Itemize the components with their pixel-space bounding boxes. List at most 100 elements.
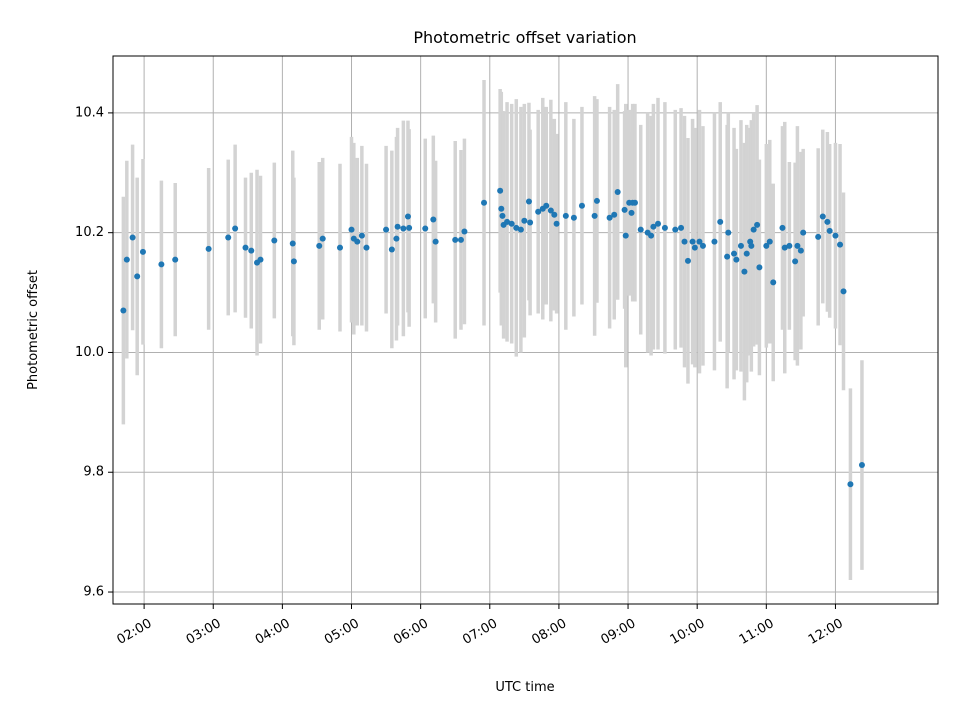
data-point xyxy=(452,236,459,243)
data-point xyxy=(457,236,464,243)
data-point xyxy=(754,221,761,228)
data-point xyxy=(696,238,703,245)
data-point xyxy=(786,242,793,249)
data-point xyxy=(826,227,833,234)
data-point xyxy=(393,235,400,242)
data-point xyxy=(741,268,748,275)
data-point xyxy=(504,218,511,225)
data-point xyxy=(257,256,264,263)
data-point xyxy=(794,242,801,249)
data-point xyxy=(547,207,554,214)
data-point xyxy=(763,242,770,249)
x-tick-label: 07:00 xyxy=(460,616,500,648)
x-tick-label: 08:00 xyxy=(529,616,569,648)
data-point xyxy=(232,225,239,232)
data-point xyxy=(689,238,696,245)
x-tick-label: 03:00 xyxy=(184,616,224,648)
data-point xyxy=(717,218,724,225)
data-point xyxy=(404,213,411,220)
data-point xyxy=(388,246,395,253)
data-point xyxy=(271,237,278,244)
y-axis-label: Photometric offset xyxy=(26,270,41,390)
data-point xyxy=(837,241,844,248)
error-bars xyxy=(121,79,864,581)
data-point xyxy=(621,206,628,213)
data-point xyxy=(792,258,799,265)
data-point xyxy=(672,226,679,233)
data-point xyxy=(383,226,390,233)
data-point xyxy=(432,238,439,245)
data-point xyxy=(290,258,297,265)
data-point xyxy=(614,188,621,195)
data-point xyxy=(766,238,773,245)
data-point xyxy=(205,245,212,252)
data-point xyxy=(570,214,577,221)
data-point xyxy=(551,211,558,218)
data-point xyxy=(497,187,504,194)
data-point xyxy=(521,217,528,224)
data-point xyxy=(631,199,638,206)
data-point xyxy=(847,481,854,488)
data-point xyxy=(422,225,429,232)
data-point xyxy=(400,225,407,232)
data-point xyxy=(348,226,355,233)
data-point xyxy=(678,224,685,231)
data-point xyxy=(248,247,255,254)
data-point xyxy=(824,218,831,225)
x-tick-label: 02:00 xyxy=(115,616,155,648)
data-point xyxy=(800,229,807,236)
data-point xyxy=(756,264,763,271)
data-point xyxy=(691,244,698,251)
data-point xyxy=(120,307,127,314)
data-point xyxy=(637,226,644,233)
data-point xyxy=(655,220,662,227)
data-point xyxy=(724,253,731,260)
data-point xyxy=(535,208,542,215)
data-point xyxy=(770,279,777,286)
y-tick-label: 9.8 xyxy=(83,465,104,480)
data-point xyxy=(648,232,655,239)
data-point xyxy=(513,224,520,231)
data-point xyxy=(517,226,524,233)
data-point xyxy=(316,242,323,249)
data-point xyxy=(733,256,740,263)
data-point xyxy=(593,197,600,204)
data-point xyxy=(562,212,569,219)
data-point xyxy=(840,288,847,295)
data-point xyxy=(650,223,657,230)
data-point xyxy=(430,216,437,223)
x-tick-label: 11:00 xyxy=(737,616,777,648)
data-point xyxy=(699,242,706,249)
data-point xyxy=(832,232,839,239)
data-point xyxy=(858,462,865,469)
data-point xyxy=(684,257,691,264)
data-point xyxy=(725,229,732,236)
y-tick-label: 9.6 xyxy=(83,585,104,600)
data-point xyxy=(508,220,515,227)
x-tick-label: 09:00 xyxy=(598,616,638,648)
data-point xyxy=(289,240,296,247)
data-point xyxy=(543,202,550,209)
x-tick-label: 05:00 xyxy=(322,616,362,648)
data-point xyxy=(815,233,822,240)
data-point xyxy=(394,223,401,230)
data-point xyxy=(354,238,361,245)
data-point xyxy=(731,250,738,257)
data-point xyxy=(553,220,560,227)
chart-title: Photometric offset variation xyxy=(413,28,636,47)
data-point xyxy=(498,205,505,212)
data-point xyxy=(743,250,750,257)
data-point xyxy=(129,234,136,241)
x-tick-label: 04:00 xyxy=(253,616,293,648)
data-point xyxy=(336,244,343,251)
data-point xyxy=(750,226,757,233)
plot-frame xyxy=(112,55,939,605)
data-point xyxy=(481,199,488,206)
y-tick-label: 10.4 xyxy=(75,105,104,120)
data-point xyxy=(225,234,232,241)
data-point xyxy=(606,214,613,221)
data-point xyxy=(622,232,629,239)
y-tick-label: 10.2 xyxy=(75,225,104,240)
x-tick-label: 10:00 xyxy=(668,616,708,648)
